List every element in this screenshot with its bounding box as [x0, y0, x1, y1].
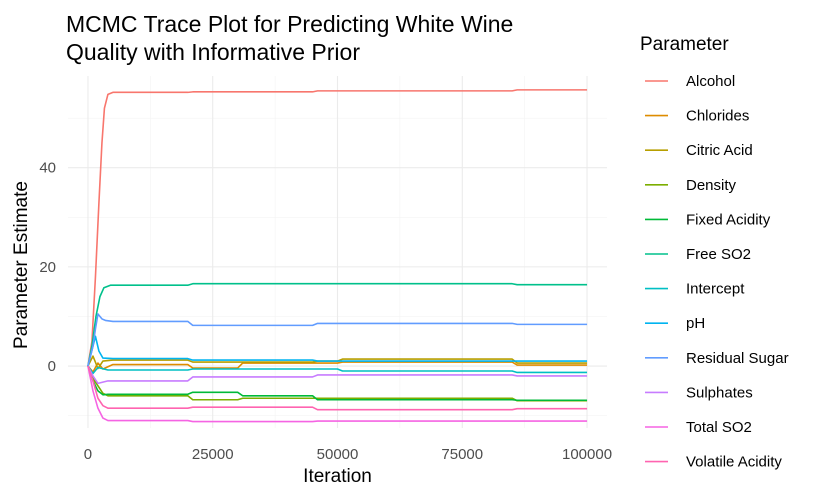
legend-label-fixed-acidity: Fixed Acidity [686, 211, 771, 228]
x-tick-label: 0 [84, 446, 92, 463]
legend-label-alcohol: Alcohol [686, 73, 735, 90]
y-tick-label: 40 [39, 160, 56, 177]
legend-label-intercept: Intercept [686, 281, 745, 298]
legend-title: Parameter [640, 34, 729, 55]
series-line-intercept [87, 365, 588, 375]
legend-label-citric-acid: Citric Acid [686, 142, 753, 159]
series-line-residual-sugar [87, 313, 588, 367]
x-tick-label: 50000 [317, 446, 359, 463]
y-tick-label: 20 [39, 259, 56, 276]
series-line-chlorides [87, 361, 588, 373]
legend-label-chlorides: Chlorides [686, 108, 749, 125]
legend-label-volatile-acidity: Volatile Acidity [686, 454, 782, 471]
y-axis-ticks: 0 20 40 [39, 160, 56, 375]
legend: Parameter Alcohol Chlorides Citric Acid Den… [640, 34, 789, 471]
series-line-total-so2 [87, 365, 588, 423]
legend-label-sulphates: Sulphates [686, 384, 753, 401]
legend-label-residual-sugar: Residual Sugar [686, 350, 789, 367]
series-line-alcohol [87, 89, 588, 367]
legend-label-total-so2: Total SO2 [686, 419, 752, 436]
x-axis-ticks: 0 25000 50000 75000 100000 [84, 446, 612, 463]
chart-title-line-2: Quality with Informative Prior [66, 39, 360, 65]
x-tick-label: 100000 [562, 446, 612, 463]
y-tick-label: 0 [48, 358, 56, 375]
y-axis-title: Parameter Estimate [11, 181, 32, 349]
series-line-sulphates [87, 365, 588, 385]
series-line-fixed-acidity [87, 365, 588, 402]
x-axis-title: Iteration [303, 466, 372, 487]
x-tick-label: 75000 [441, 446, 483, 463]
series-line-density [87, 365, 588, 402]
series-lines [87, 89, 588, 423]
series-line-free-so2 [87, 282, 588, 367]
chart-title-line-1: MCMC Trace Plot for Predicting White Win… [66, 11, 513, 37]
x-tick-label: 25000 [192, 446, 234, 463]
series-line-volatile-acidity [87, 365, 588, 411]
legend-label-free-so2: Free SO2 [686, 246, 751, 263]
legend-label-density: Density [686, 177, 737, 194]
legend-label-ph: pH [686, 315, 705, 332]
